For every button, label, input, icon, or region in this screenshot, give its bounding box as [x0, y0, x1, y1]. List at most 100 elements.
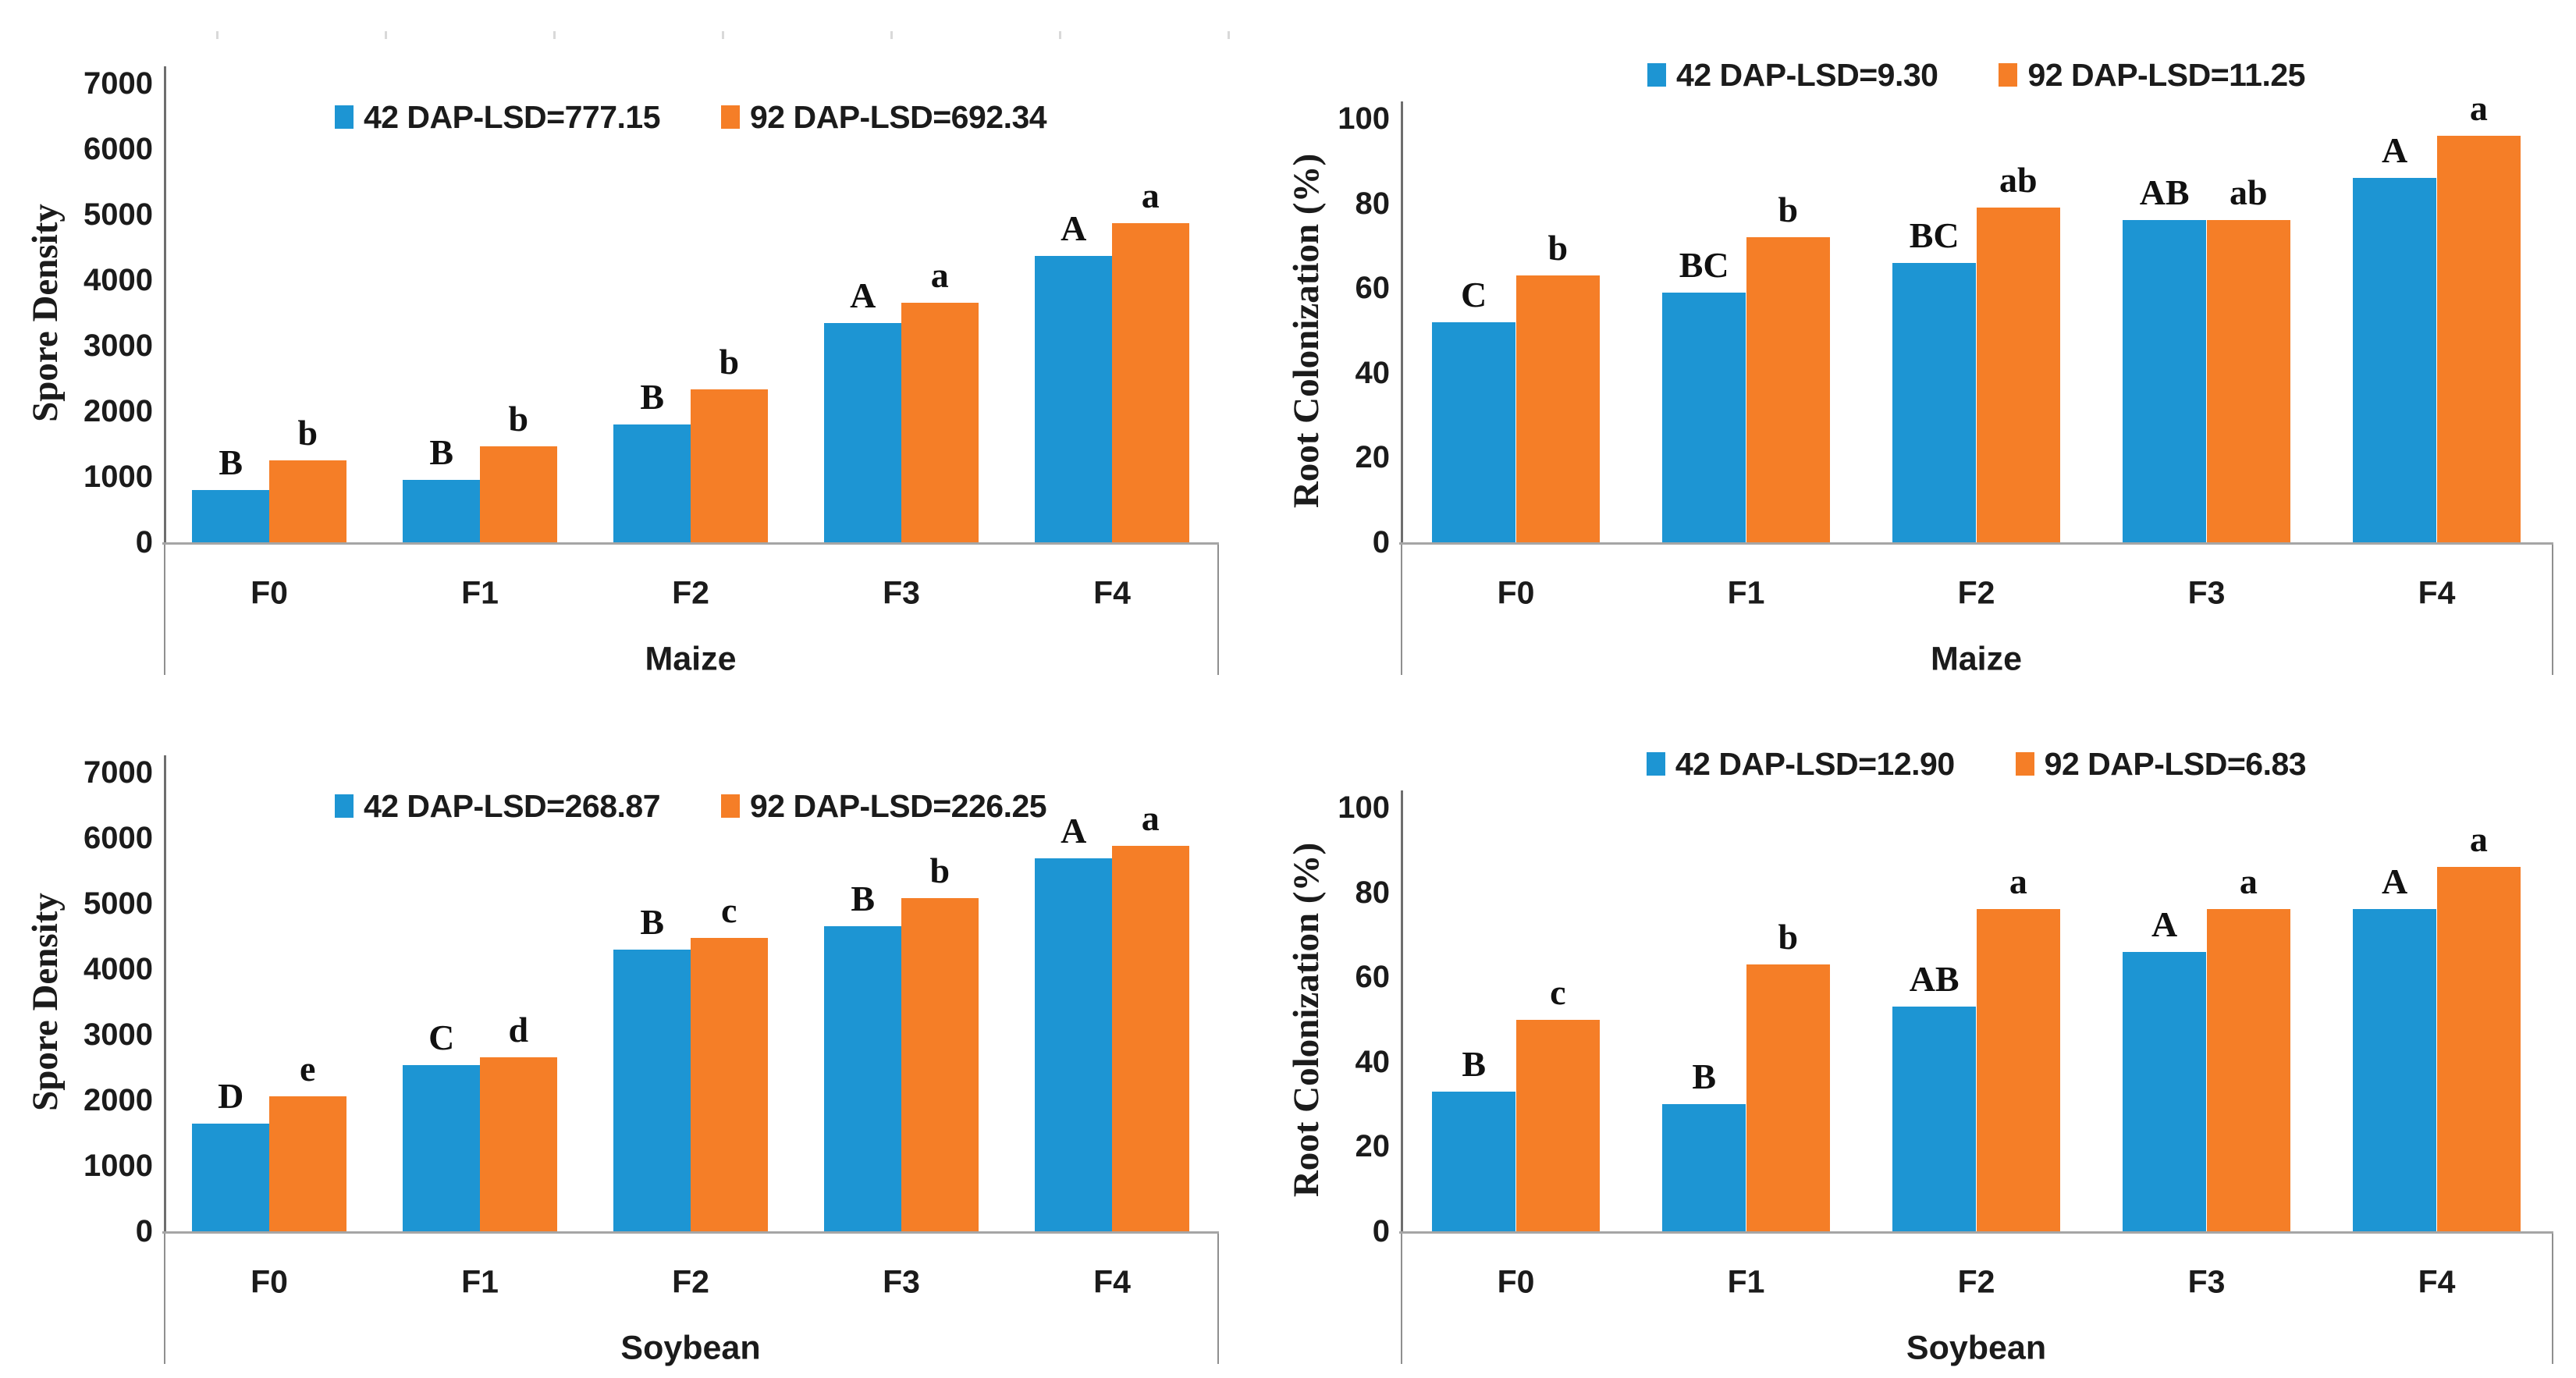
x-category-label: F3	[883, 1263, 920, 1300]
y-tick-label: 4000	[83, 952, 153, 986]
stray-tick-mark	[722, 31, 724, 39]
bar-42dap	[2352, 909, 2437, 1231]
bar-92dap	[1746, 237, 1831, 542]
y-tick-label: 0	[1372, 1214, 1390, 1248]
y-axis-line	[1401, 790, 1403, 1233]
y-tick-label: 1000	[83, 460, 153, 494]
x-axis-line	[1399, 1231, 2553, 1234]
bar-92dap	[1976, 909, 2061, 1231]
category-frame-line	[164, 545, 165, 675]
significance-letter: a	[1141, 798, 1160, 839]
x-category-label: F0	[250, 574, 288, 611]
legend-swatch-42dap	[1647, 63, 1667, 87]
bar-92dap	[269, 460, 346, 542]
significance-letter: B	[429, 432, 454, 473]
bar-42dap	[403, 480, 480, 542]
bar-92dap	[2206, 220, 2291, 542]
x-category-label: F1	[1727, 1263, 1765, 1300]
legend: 42 DAP-LSD=268.87 92 DAP-LSD=226.25	[164, 786, 1217, 826]
significance-letter: c	[721, 890, 737, 930]
bar-42dap	[824, 926, 901, 1231]
y-tick-label: 3000	[83, 1018, 153, 1052]
stray-tick-mark	[216, 31, 219, 39]
category-frame-line	[1401, 1234, 1402, 1364]
legend: 42 DAP-LSD=9.30 92 DAP-LSD=11.25	[1401, 55, 2552, 95]
x-category-label: F2	[1957, 1263, 1995, 1300]
bar-92dap	[1112, 222, 1189, 542]
stray-tick-mark	[1059, 31, 1061, 39]
significance-letter: a	[2469, 87, 2488, 128]
bar-42dap	[1431, 1091, 1516, 1231]
y-tick-label: 0	[1372, 525, 1390, 559]
bar-92dap	[1515, 1019, 1601, 1231]
significance-letter: b	[719, 342, 740, 382]
legend-item: 92 DAP-LSD=692.34	[721, 98, 1047, 136]
y-axis-line	[164, 66, 166, 544]
legend-swatch-92dap	[721, 794, 740, 818]
significance-letter: b	[508, 398, 529, 439]
x-group-label: Maize	[1930, 640, 2023, 678]
bar-92dap	[1515, 275, 1601, 542]
legend: 42 DAP-LSD=12.90 92 DAP-LSD=6.83	[1401, 744, 2552, 784]
y-tick-label: 0	[135, 1214, 153, 1248]
y-tick-label: 80	[1355, 186, 1391, 221]
significance-letter: b	[297, 413, 318, 453]
legend-swatch-92dap	[1999, 63, 2018, 87]
y-tick-label: 2000	[83, 394, 153, 428]
bar-42dap	[1892, 1007, 1977, 1231]
bar-92dap	[1112, 846, 1189, 1231]
bar-92dap	[901, 302, 979, 542]
legend-label: 42 DAP-LSD=12.90	[1675, 745, 1955, 782]
legend-label: 92 DAP-LSD=11.25	[2027, 56, 2305, 93]
significance-letter: b	[929, 851, 950, 891]
legend-swatch-42dap	[1646, 752, 1665, 776]
bar-42dap	[2352, 178, 2437, 542]
significance-letter: a	[930, 254, 949, 295]
legend-label: 42 DAP-LSD=9.30	[1676, 56, 1938, 93]
bar-42dap	[1035, 858, 1112, 1231]
significance-letter: b	[1778, 916, 1799, 957]
significance-letter: d	[508, 1009, 529, 1049]
x-category-label: F0	[1497, 574, 1535, 611]
significance-letter: BC	[1909, 215, 1960, 255]
y-axis-title: Spore Density	[25, 893, 66, 1111]
bar-92dap	[269, 1096, 346, 1231]
bar-92dap	[2206, 909, 2291, 1231]
significance-letter: AB	[2139, 172, 2190, 213]
legend-item: 92 DAP-LSD=226.25	[721, 788, 1047, 825]
x-category-label: F2	[672, 1263, 709, 1300]
significance-letter: a	[2009, 861, 2027, 902]
category-frame-line	[1217, 545, 1219, 675]
y-tick-label: 20	[1355, 1129, 1391, 1164]
legend-label: 92 DAP-LSD=692.34	[750, 98, 1047, 135]
x-category-label: F3	[2187, 574, 2226, 611]
bar-92dap	[480, 1057, 557, 1231]
bar-92dap	[1746, 964, 1831, 1231]
bar-42dap	[613, 424, 691, 542]
legend: 42 DAP-LSD=777.15 92 DAP-LSD=692.34	[164, 97, 1217, 137]
y-tick-label: 6000	[83, 132, 153, 166]
bar-42dap	[1035, 255, 1112, 542]
y-tick-label: 6000	[83, 821, 153, 855]
bar-42dap	[613, 949, 691, 1231]
x-category-label: F1	[1727, 574, 1765, 611]
stray-tick-mark	[385, 31, 387, 39]
x-category-label: F0	[250, 1263, 288, 1300]
significance-letter: C	[428, 1018, 455, 1058]
bar-42dap	[403, 1065, 480, 1231]
legend-item: 92 DAP-LSD=11.25	[1999, 57, 2305, 94]
significance-letter: a	[1141, 175, 1160, 215]
y-tick-label: 100	[1338, 790, 1390, 825]
panel-soybean-spore-density: Spore Density 42 DAP-LSD=268.87 92 DAP-LSD…	[0, 689, 1288, 1378]
y-tick-label: 20	[1355, 440, 1391, 475]
significance-letter: AB	[1909, 959, 1960, 1000]
bar-92dap	[901, 898, 979, 1231]
legend-swatch-92dap	[2015, 752, 2034, 776]
stray-tick-mark	[553, 31, 556, 39]
x-category-label: F4	[1093, 1263, 1131, 1300]
bar-42dap	[1431, 321, 1516, 542]
significance-letter: a	[2239, 861, 2258, 902]
significance-letter: A	[2382, 861, 2408, 902]
significance-letter: A	[1061, 208, 1087, 248]
